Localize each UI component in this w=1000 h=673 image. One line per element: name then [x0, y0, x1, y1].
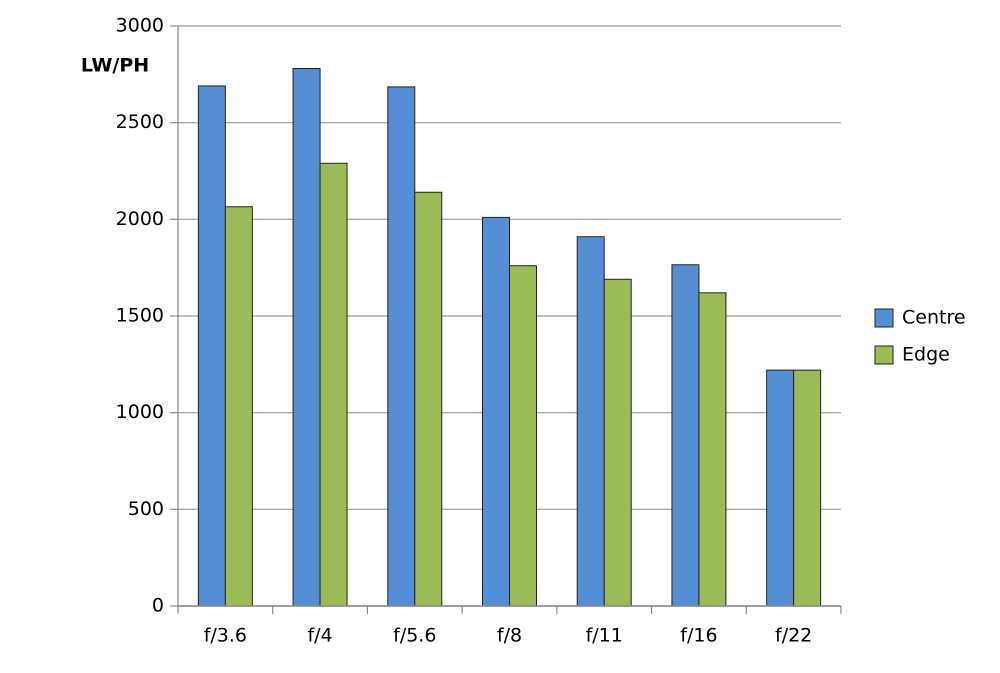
y-tick-label: 3000: [116, 15, 164, 37]
bar: [292, 68, 321, 607]
bar: [793, 369, 822, 607]
x-tick-label: f/5.6: [393, 625, 436, 647]
y-tick-label: 2000: [116, 208, 164, 230]
x-tick-label: f/8: [497, 625, 522, 647]
bar: [509, 265, 537, 607]
y-tick-label: 1500: [116, 305, 164, 327]
x-tick-label: f/16: [680, 625, 717, 647]
y-tick-label: 0: [152, 595, 164, 617]
y-tick-label: 2500: [116, 111, 164, 133]
legend-label: Edge: [902, 344, 950, 366]
y-axis-label: LW/PH: [81, 55, 149, 77]
bar: [414, 191, 443, 607]
y-tick-label: 1000: [116, 401, 164, 423]
legend-swatch: [874, 345, 894, 365]
bar: [482, 216, 511, 607]
bar: [766, 369, 795, 607]
bar: [603, 278, 632, 607]
legend-label: Centre: [902, 307, 966, 329]
bar: [387, 86, 416, 607]
y-tick-label: 500: [128, 498, 164, 520]
x-tick-label: f/22: [775, 625, 812, 647]
bar: [197, 85, 226, 607]
bar: [224, 206, 253, 607]
x-tick-label: f/3.6: [204, 625, 247, 647]
bar: [698, 292, 727, 607]
x-tick-label: f/4: [307, 625, 332, 647]
legend-swatch: [874, 308, 894, 328]
bar: [576, 236, 605, 607]
bar: [671, 264, 700, 607]
x-tick-label: f/11: [586, 625, 623, 647]
bar: [319, 162, 348, 607]
